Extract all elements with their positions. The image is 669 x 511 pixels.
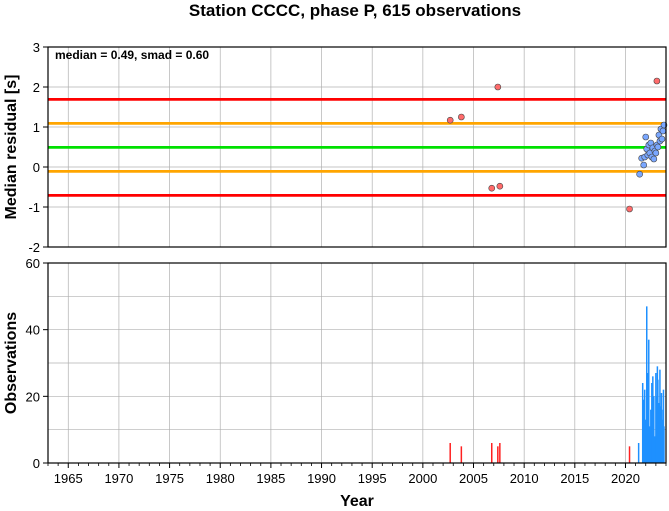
residual-panel: -2 -1 0 1 2 3 median = 0.49, smad = 0.60 Medi… bbox=[3, 40, 668, 255]
blue-residual-point bbox=[642, 133, 650, 141]
x-axis-label: Year bbox=[340, 493, 374, 510]
observations-x-ticks: 1965 1970 1975 1980 1985 1990 1995 2000 2005 2010… bbox=[47, 463, 667, 486]
x-tick-label: 1990 bbox=[307, 471, 336, 486]
observations-y-tick-label: 0 bbox=[33, 456, 40, 471]
residual-y-tick-label: -1 bbox=[28, 200, 40, 215]
residual-y-tick-label: 2 bbox=[33, 80, 40, 95]
residual-y-tick-label: 0 bbox=[33, 160, 40, 175]
residual-points bbox=[446, 77, 668, 213]
x-tick-label: 1965 bbox=[54, 471, 83, 486]
observations-bars bbox=[449, 306, 665, 463]
blue-residual-point bbox=[654, 143, 662, 151]
x-tick-label: 2020 bbox=[611, 471, 640, 486]
red-residual-point bbox=[488, 184, 496, 192]
red-residual-point bbox=[446, 116, 454, 124]
residual-y-tick-label: 1 bbox=[33, 120, 40, 135]
x-tick-label: 2010 bbox=[510, 471, 539, 486]
blue-residual-point bbox=[636, 170, 643, 178]
blue-residual-point bbox=[658, 135, 666, 143]
residual-grid bbox=[48, 47, 666, 247]
residual-y-tick-label: 3 bbox=[33, 40, 40, 55]
x-tick-label: 2005 bbox=[459, 471, 488, 486]
observations-panel: 0 20 40 60 1965 1970 1975 1980 1985 1990 1995 2000… bbox=[3, 256, 667, 510]
blue-residual-point bbox=[650, 155, 658, 163]
observations-y-ticks: 0 20 40 60 bbox=[26, 256, 48, 471]
stats-annotation: median = 0.49, smad = 0.60 bbox=[55, 48, 209, 62]
x-tick-label: 2000 bbox=[408, 471, 437, 486]
blue-residual-point bbox=[652, 149, 660, 157]
x-tick-label: 1985 bbox=[256, 471, 285, 486]
residual-y-tick-label: -2 bbox=[28, 240, 40, 255]
observations-y-tick-label: 20 bbox=[26, 389, 40, 404]
residual-frame bbox=[47, 46, 667, 248]
observations-y-tick-label: 60 bbox=[26, 256, 40, 271]
residual-y-label: Median residual [s] bbox=[3, 75, 20, 220]
x-tick-label: 1970 bbox=[104, 471, 133, 486]
residual-y-ticks: -2 -1 0 1 2 3 bbox=[28, 40, 48, 255]
red-residual-point bbox=[496, 182, 504, 190]
observations-y-tick-label: 40 bbox=[26, 323, 40, 338]
blue-residual-point bbox=[659, 127, 667, 135]
x-tick-label: 1980 bbox=[206, 471, 235, 486]
observations-grid bbox=[48, 263, 666, 463]
chart-title: Station CCCC, phase P, 615 observations bbox=[189, 1, 521, 20]
x-tick-label: 2015 bbox=[560, 471, 589, 486]
threshold-lines bbox=[48, 98, 666, 197]
observations-y-label: Observations bbox=[3, 312, 20, 414]
red-residual-point bbox=[494, 83, 502, 91]
observations-frame bbox=[47, 262, 667, 464]
x-tick-label: 1995 bbox=[358, 471, 387, 486]
red-residual-point bbox=[458, 113, 465, 121]
x-tick-label: 1975 bbox=[155, 471, 184, 486]
blue-residual-point bbox=[640, 161, 648, 169]
red-residual-point bbox=[626, 205, 633, 213]
red-residual-point bbox=[653, 77, 661, 85]
